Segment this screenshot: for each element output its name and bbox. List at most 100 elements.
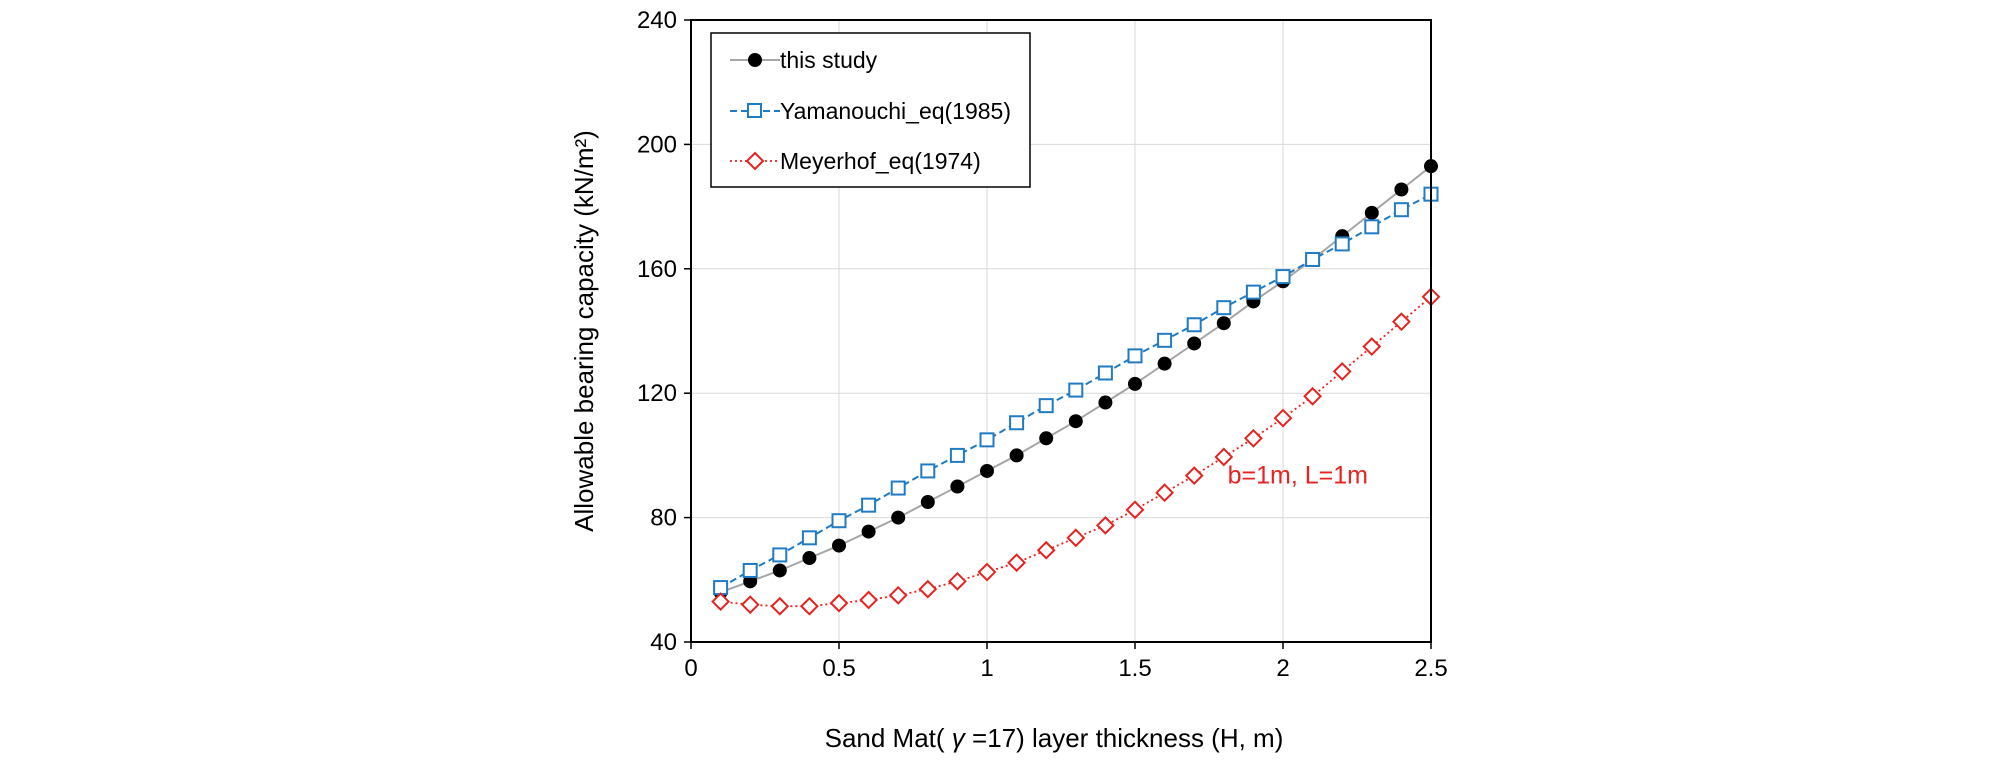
data-point: [920, 495, 935, 510]
data-point: [1068, 414, 1083, 429]
x-tick-label: 1: [980, 655, 993, 682]
data-point: [1009, 448, 1024, 463]
legend-entry-this-study: this study: [730, 47, 878, 73]
data-point: [1095, 515, 1115, 535]
data-point: [890, 480, 906, 496]
legend-label-this-study: this study: [780, 47, 878, 73]
x-axis-title-part-1: Sand Mat(: [825, 723, 952, 753]
data-point: [1364, 205, 1379, 220]
y-tick-label: 240: [637, 7, 677, 34]
data-point: [1245, 284, 1261, 300]
data-point: [832, 538, 846, 553]
data-point: [861, 524, 876, 539]
data-point: [1157, 356, 1172, 371]
data-point: [950, 479, 965, 494]
legend-entry-yamanouchi: Yamanouchi_eq(1985): [730, 98, 1011, 124]
data-point: [1216, 300, 1232, 316]
data-point: [1098, 395, 1113, 410]
data-point: [1184, 466, 1204, 486]
series-2: [711, 287, 1441, 616]
data-point: [1125, 500, 1145, 520]
data-point: [861, 497, 877, 513]
series-1: [713, 186, 1439, 596]
data-point: [949, 447, 965, 463]
legend-marker-yamanouchi: [747, 103, 762, 118]
data-point: [1243, 428, 1263, 448]
data-point: [831, 513, 847, 529]
legend-marker-meyerhof: [745, 151, 765, 171]
data-point: [740, 595, 760, 615]
data-point: [1273, 408, 1293, 428]
data-point: [1128, 376, 1142, 391]
data-point: [1364, 219, 1380, 235]
y-tick-label: 80: [650, 505, 677, 532]
plot-frame: [690, 19, 1432, 643]
legend: this study Yamanouchi_eq(1985) Meyerhof_…: [710, 32, 1031, 188]
x-tick-label: 0.5: [822, 655, 855, 682]
x-axis-title-part-2: =17) layer thickness (H, m): [965, 723, 1284, 753]
x-tick-label: 1.5: [1118, 655, 1151, 682]
data-point: [1007, 553, 1027, 573]
data-point: [742, 562, 758, 578]
data-point: [1036, 540, 1056, 560]
data-point: [1038, 398, 1054, 414]
data-point: [1097, 365, 1113, 381]
data-point: [1394, 182, 1409, 197]
data-point: [891, 510, 906, 525]
x-tick-label: 2.5: [1414, 655, 1447, 682]
x-tick-label: 0: [684, 655, 697, 682]
data-point: [1216, 316, 1231, 331]
x-tick-label: 2: [1276, 655, 1289, 682]
data-point: [1127, 348, 1143, 364]
y-tick-label: 160: [637, 256, 677, 283]
data-point: [1303, 386, 1323, 406]
data-point: [1068, 382, 1084, 398]
data-point: [1187, 336, 1202, 351]
data-point: [920, 463, 936, 479]
data-point: [770, 596, 790, 616]
x-axis-title: Sand Mat( γ =17) layer thickness (H, m): [825, 723, 1284, 753]
data-point: [1362, 337, 1382, 356]
data-point: [772, 563, 787, 578]
data-point: [802, 551, 817, 566]
data-point: [801, 530, 817, 546]
series-line: [720, 296, 1432, 608]
data-point: [859, 590, 879, 610]
data-point: [1157, 332, 1173, 348]
data-point: [1305, 251, 1321, 267]
annotation-label: b=1m, L=1m: [1228, 461, 1368, 489]
y-tick-label: 200: [637, 131, 677, 158]
series-layer: [711, 159, 1441, 616]
legend-label-meyerhof: Meyerhof_eq(1974): [780, 148, 981, 174]
data-point: [1275, 269, 1291, 285]
data-point: [1214, 447, 1234, 467]
data-point: [772, 547, 788, 563]
data-point: [1155, 483, 1175, 503]
legend-entry-meyerhof: Meyerhof_eq(1974): [730, 148, 981, 174]
y-tick-label: 40: [650, 629, 677, 656]
data-point: [977, 562, 997, 582]
data-point: [1391, 312, 1411, 332]
data-point: [711, 592, 731, 611]
legend-marker-this-study: [748, 53, 762, 67]
y-tick-label: 120: [637, 380, 677, 407]
data-point: [1334, 236, 1350, 252]
data-point: [888, 585, 908, 605]
data-point: [980, 463, 994, 478]
data-point: [1039, 431, 1054, 446]
data-point: [1332, 362, 1352, 381]
data-point: [918, 579, 938, 599]
data-point: [713, 580, 729, 596]
data-point: [1066, 528, 1086, 548]
x-axis-title-gamma: γ: [952, 723, 967, 753]
data-point: [947, 571, 967, 591]
data-point: [1393, 202, 1409, 218]
y-axis-title: Allowable bearing capacity (kN/m²): [569, 130, 599, 532]
data-point: [799, 596, 819, 616]
data-point: [1009, 415, 1025, 431]
data-point: [979, 432, 995, 448]
tick-labels: 0 0.5 1 1.5 2 2.5 40 80 120 160 200 240: [637, 7, 1448, 682]
data-point: [829, 593, 849, 613]
data-point: [1186, 317, 1202, 333]
